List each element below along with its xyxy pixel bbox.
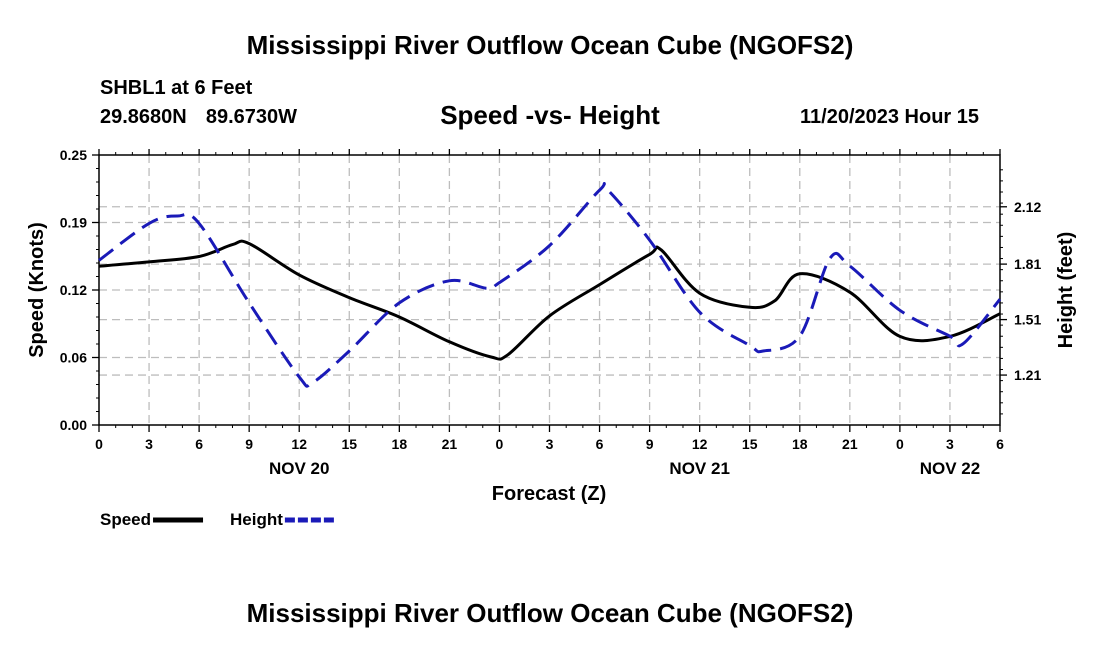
y-axis-title: Speed (Knots) [26, 222, 48, 358]
x-tick-label: 3 [145, 436, 153, 452]
series-line-height [98, 182, 1002, 388]
y2-tick-label: 1.21 [1014, 367, 1041, 383]
x-tick-label: 18 [792, 436, 808, 452]
axis-ticks [92, 149, 1007, 432]
chart-grid [99, 155, 1000, 425]
x-tick-label: 21 [442, 436, 458, 452]
y-tick-label: 0.00 [60, 417, 87, 433]
x-axis-title: Forecast (Z) [492, 483, 606, 505]
x-tick-label: 12 [692, 436, 708, 452]
date-label: NOV 20 [269, 459, 329, 478]
y2-tick-label: 1.81 [1014, 256, 1041, 272]
x-tick-label: 9 [245, 436, 253, 452]
date-label: NOV 21 [669, 459, 729, 478]
y-tick-label: 0.12 [60, 282, 87, 298]
x-tick-label: 0 [95, 436, 103, 452]
x-tick-label: 9 [646, 436, 654, 452]
footer-title: Mississippi River Outflow Ocean Cube (NG… [246, 598, 854, 628]
latitude: 29.8680N [100, 106, 187, 128]
x-tick-label: 12 [291, 436, 307, 452]
y-tick-label: 0.06 [60, 350, 87, 366]
y2-tick-label: 2.12 [1014, 199, 1041, 215]
x-tick-label: 18 [392, 436, 408, 452]
forecast-datetime: 11/20/2023 Hour 15 [800, 106, 980, 128]
axis-labels: 0 3 6 9 12 15 18 21 0 3 6 9 12 15 18 21 0 3 6 0.00 0.06 0.12 0… [60, 147, 1042, 478]
x-tick-label: 15 [341, 436, 357, 452]
x-tick-label: 0 [496, 436, 504, 452]
x-tick-label: 0 [896, 436, 904, 452]
page-title: Mississippi River Outflow Ocean Cube (NG… [246, 30, 854, 60]
station-label: SHBL1 at 6 Feet [100, 77, 253, 99]
x-tick-label: 3 [946, 436, 954, 452]
x-tick-label: 6 [195, 436, 203, 452]
x-tick-label: 3 [546, 436, 554, 452]
longitude: 89.6730W [205, 106, 298, 128]
chart-subtitle: Speed -vs- Height [440, 100, 660, 130]
legend-label-speed: Speed [100, 510, 151, 529]
x-tick-label: 15 [742, 436, 758, 452]
x-tick-label: 6 [596, 436, 604, 452]
x-tick-label: 21 [842, 436, 858, 452]
y-tick-label: 0.25 [60, 147, 87, 163]
y2-tick-label: 1.51 [1014, 312, 1041, 328]
series-layer [98, 182, 1002, 388]
y2-axis-title: Height (feet) [1055, 232, 1077, 349]
y-tick-label: 0.19 [60, 215, 87, 231]
station-coordinates: 29.8680N 89.6730W [100, 106, 297, 129]
legend-label-height: Height [230, 510, 283, 529]
date-label: NOV 22 [920, 459, 980, 478]
x-tick-label: 6 [996, 436, 1004, 452]
series-line-speed [98, 239, 1001, 361]
legend: Speed Height [100, 510, 335, 529]
